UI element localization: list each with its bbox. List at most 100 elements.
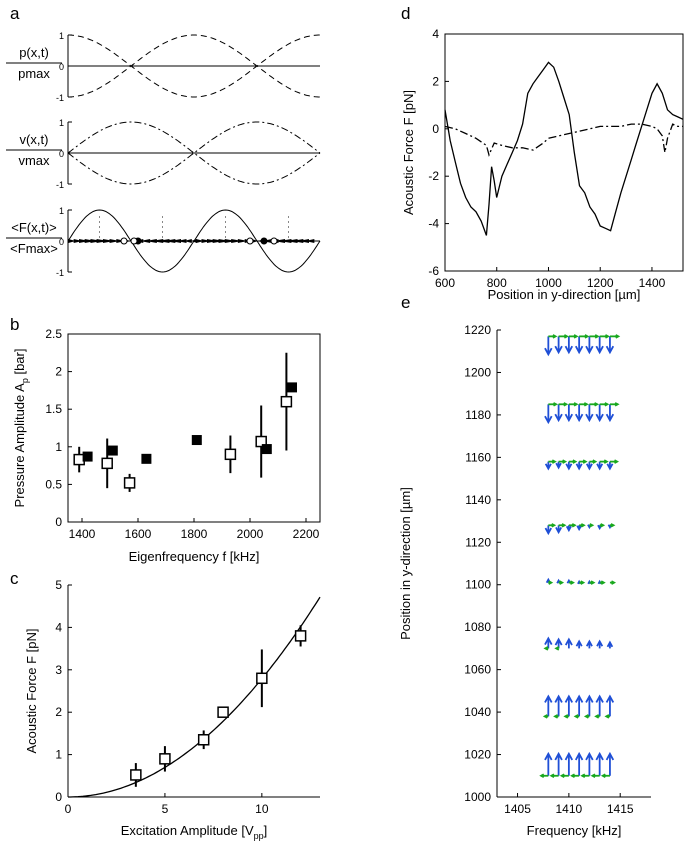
- force-vector-x-head: [551, 523, 557, 528]
- y-tick-label: 0: [55, 790, 62, 804]
- force-vector-x-head: [604, 402, 610, 407]
- force-arrow: [298, 239, 309, 243]
- force-arrow: [157, 239, 170, 243]
- force-vector-x-head: [554, 646, 560, 651]
- force-arrow: [109, 239, 120, 243]
- force-vector-y-head: [574, 694, 584, 703]
- ylabel-denominator: <Fmax>: [10, 241, 58, 256]
- panel-b: 1400 1600 1800 2000 2200 0 0.5 1 1.5 2 2.5 Eigenfre…: [12, 327, 321, 564]
- force-vector-x-head: [611, 580, 617, 585]
- force-arrow: [90, 239, 103, 243]
- force-vector-x-head: [571, 523, 577, 528]
- force-arrow: [305, 239, 315, 243]
- ylabel-numerator: v(x,t): [20, 132, 49, 147]
- measured-point: [294, 630, 307, 642]
- force-arrow: [218, 239, 231, 243]
- measured-point: [217, 706, 229, 718]
- measured-point: [255, 435, 267, 448]
- calculated-point: [287, 382, 297, 393]
- force-vector-x-head: [542, 714, 548, 719]
- y-tick-label: 2: [432, 74, 439, 88]
- y-axis-label: Position in y-direction [µm]: [398, 487, 413, 640]
- y-tick-label: 1040: [464, 705, 491, 719]
- y-tick-label: -1: [56, 93, 64, 103]
- force-vector-x-head: [594, 334, 600, 339]
- force-arrow: [224, 239, 237, 243]
- force-vector-x-head: [570, 580, 575, 585]
- force-vector-x-head: [562, 459, 568, 464]
- fit-curve: [68, 596, 321, 798]
- calculated-point: [261, 444, 272, 455]
- y-tick-label: 0: [432, 122, 439, 136]
- unstable-node: [130, 237, 138, 245]
- x-axis-label: Eigenfrequency f [kHz]: [129, 549, 260, 564]
- force-vector-x-head: [580, 523, 586, 528]
- force-vector-y-head: [574, 413, 584, 423]
- y-tick-label: 0.5: [45, 477, 62, 491]
- force-vector-y-head: [544, 415, 553, 425]
- force-vector-y-head: [605, 694, 615, 703]
- force-vector-y-head: [606, 640, 614, 648]
- measured-point: [256, 672, 268, 685]
- force-arrow: [102, 239, 115, 243]
- y-tick-label: -6: [428, 264, 439, 278]
- y-tick-label: 1: [59, 206, 64, 216]
- y-axis-label: Acoustic Force F [pN]: [401, 90, 416, 215]
- force-vector-y-head: [564, 637, 573, 646]
- y-tick-label: 1: [59, 118, 64, 128]
- x-tick-label: 1200: [587, 276, 614, 290]
- force-vector-y-head: [564, 413, 574, 423]
- y-tick-label: -4: [428, 217, 439, 231]
- force-arrow: [170, 239, 182, 243]
- force-vector-y-head: [596, 463, 604, 471]
- curve--sin: [67, 121, 321, 185]
- ylabel-numerator: p(x,t): [19, 45, 49, 60]
- force-arrow: [196, 239, 204, 243]
- force-vector-y-head: [544, 347, 553, 357]
- force-vector-y-head: [564, 345, 574, 355]
- force-vector-x-head: [563, 334, 569, 339]
- curve--cos: [68, 34, 320, 98]
- force-vector-x-head: [594, 402, 600, 407]
- force-vector-x-head: [559, 580, 565, 585]
- force-vector-y-head: [554, 751, 563, 761]
- x-axis-label: Position in y-direction [µm]: [488, 287, 641, 302]
- y-tick-label: 1220: [464, 323, 491, 337]
- force-arrow: [285, 239, 298, 243]
- force-vector-x-head: [559, 773, 565, 779]
- x-tick-label: 1415: [607, 802, 634, 816]
- curve-sin: [67, 121, 321, 185]
- y-tick-label: 1: [55, 748, 62, 762]
- force-arrow: [201, 239, 211, 243]
- y-tick-label: 3: [55, 663, 62, 677]
- force-vector-y-head: [596, 639, 604, 647]
- force-vector-y-head: [575, 639, 583, 647]
- measured-point: [197, 734, 210, 746]
- calculated-point: [141, 453, 152, 464]
- force-arrow: [177, 239, 187, 243]
- force-vector-x-head: [600, 523, 606, 528]
- force-vector-x-head: [590, 580, 596, 585]
- force-vector-x-head: [553, 714, 559, 719]
- force-vector-x-head: [600, 580, 606, 585]
- unstable-node: [246, 237, 254, 245]
- force-vector-x-head: [583, 402, 589, 407]
- force-arrow: [231, 239, 243, 243]
- measured-point: [159, 753, 171, 765]
- force-vector-x-head: [573, 334, 579, 339]
- force-arrow: [292, 239, 304, 243]
- force-vector-x-head: [561, 523, 567, 528]
- unstable-node: [120, 237, 128, 245]
- force-vector-x-head: [570, 773, 575, 779]
- force-arrow: [184, 239, 192, 243]
- y-tick-label: 1160: [465, 450, 491, 464]
- x-tick-label: 0: [65, 802, 72, 816]
- x-tick-label: 1800: [181, 527, 208, 541]
- force-vector-x-head: [594, 714, 600, 719]
- calculated-point: [82, 451, 93, 462]
- force-vector-x-head: [563, 714, 569, 719]
- force-vector-x-head: [543, 646, 549, 651]
- y-tick-label: 1200: [464, 365, 491, 379]
- measured-point: [280, 395, 293, 408]
